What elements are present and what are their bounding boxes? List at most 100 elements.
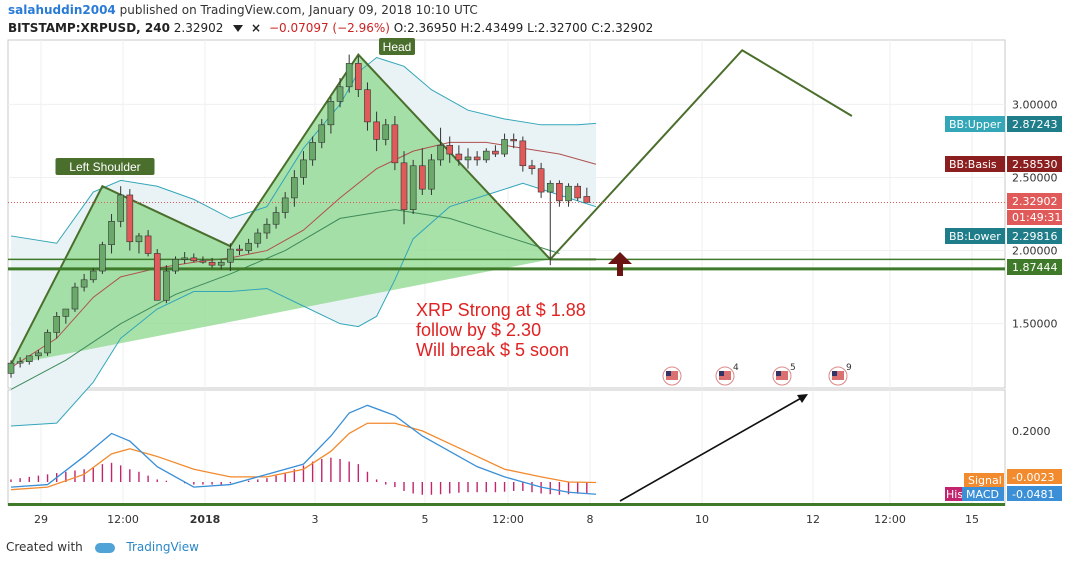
event-flag-canton	[719, 371, 724, 376]
candle	[272, 212, 280, 225]
candle	[99, 244, 106, 272]
candle	[108, 221, 115, 246]
candle	[263, 223, 271, 234]
price-label-name: BB:Lower	[949, 230, 1001, 243]
candle	[217, 261, 225, 266]
left-shoulder-label-bg	[55, 158, 155, 175]
candle	[199, 260, 207, 263]
publish-line: salahuddin2004 published on TradingView.…	[8, 3, 478, 17]
candle	[418, 165, 426, 190]
open-value: 2.36950	[407, 21, 457, 35]
trend-arrow-head-icon	[797, 394, 808, 403]
x-tick-label: 8	[587, 513, 594, 526]
candle	[583, 196, 591, 203]
candle	[455, 153, 463, 161]
x-tick-label: 5	[422, 513, 429, 526]
bb-lower-line	[10, 182, 597, 427]
event-flag-canton	[666, 371, 671, 376]
macd-tick-label: 0.2000	[1012, 425, 1051, 438]
pattern-fill	[11, 54, 551, 365]
x-tick-label: 29	[34, 513, 48, 526]
head-label-bg	[379, 38, 415, 55]
candle	[446, 144, 454, 155]
candle	[501, 139, 508, 155]
countdown-bg	[1007, 210, 1062, 225]
candle	[153, 253, 161, 301]
candle	[519, 140, 527, 167]
candle	[245, 242, 252, 251]
candle	[546, 182, 554, 193]
macd-pane	[7, 389, 1006, 506]
candle	[409, 165, 417, 210]
price-label-bg	[1007, 228, 1062, 244]
signal-value-bg	[1007, 469, 1062, 484]
price-label-value: 2.29816	[1012, 230, 1058, 243]
symbol-label: BITSTAMP:XRPUSD, 240	[8, 21, 170, 35]
x-tick-label: 3	[312, 513, 319, 526]
low-value: 2.32700	[537, 21, 588, 35]
long-ma-line	[10, 209, 560, 390]
candle	[281, 197, 289, 213]
candle	[172, 259, 179, 272]
candle	[35, 352, 42, 357]
x-tick-label: 2018	[190, 513, 221, 526]
signal-value: -0.0023	[1012, 471, 1054, 484]
price-label-name-bg	[945, 116, 1005, 132]
author-link[interactable]: salahuddin2004	[8, 3, 116, 17]
candle	[391, 124, 399, 164]
candle	[62, 308, 70, 317]
candle	[16, 361, 24, 364]
candle	[556, 182, 563, 202]
tradingview-brand-link[interactable]: TradingView	[126, 540, 199, 554]
hist-tag-bg	[945, 487, 967, 501]
x-tick-label: 15	[965, 513, 979, 526]
candle	[208, 261, 216, 266]
price-label-value: 2.58530	[1012, 158, 1058, 171]
signal-line	[10, 422, 596, 491]
x-tick-label: 12	[806, 513, 820, 526]
event-flag-stripe	[666, 371, 678, 380]
candle	[373, 121, 380, 140]
candle	[355, 63, 362, 91]
low-label: L:	[527, 21, 538, 35]
last-price: 2.32902	[173, 21, 224, 35]
event-flag-stripe	[719, 371, 731, 380]
candle	[135, 235, 143, 243]
event-flag-stripe	[776, 371, 788, 380]
price-label-name: BB:Upper	[949, 118, 1002, 131]
x-tick-label: 12:00	[492, 513, 524, 526]
candle	[53, 316, 61, 333]
candle	[574, 185, 581, 199]
event-count-3: 9	[846, 363, 852, 373]
close-label: C:	[591, 21, 604, 35]
projection-line	[549, 48, 853, 261]
candle	[327, 101, 335, 126]
candle	[318, 124, 326, 143]
bb-basis-line	[10, 141, 597, 368]
left-shoulder-label: Left Shoulder	[69, 160, 140, 174]
candle	[291, 177, 298, 199]
price-label-bg	[1007, 116, 1062, 132]
event-flag-stripe	[832, 371, 844, 380]
event-count-2: 5	[790, 363, 796, 373]
close-value: 2.32902	[603, 21, 654, 35]
macd-value: -0.0481	[1012, 488, 1054, 501]
annotation-line-0: XRP Strong at $ 1.88	[416, 300, 586, 320]
candle	[254, 232, 262, 244]
footer: Created with TradingView	[6, 540, 199, 554]
macd-tag-bg	[962, 487, 1004, 501]
candle	[236, 248, 243, 251]
price-tick-label: 3.00000	[1012, 98, 1058, 111]
candle	[528, 165, 536, 169]
event-count-1: 4	[733, 363, 739, 373]
price-tick-label: 1.50000	[1012, 318, 1058, 331]
chart-canvas[interactable]: Left Shoulder Head XRP Strong at $ 1.88fol…	[0, 0, 1069, 540]
x-tick-label: 10	[695, 513, 709, 526]
candle	[163, 270, 170, 301]
publish-info: published on TradingView.com, January 09…	[119, 3, 478, 17]
candle	[345, 63, 353, 88]
hist-tag: His	[946, 488, 963, 501]
macd-tag: MACD	[966, 488, 999, 501]
caret-down-icon	[233, 25, 244, 32]
candle	[400, 162, 408, 210]
